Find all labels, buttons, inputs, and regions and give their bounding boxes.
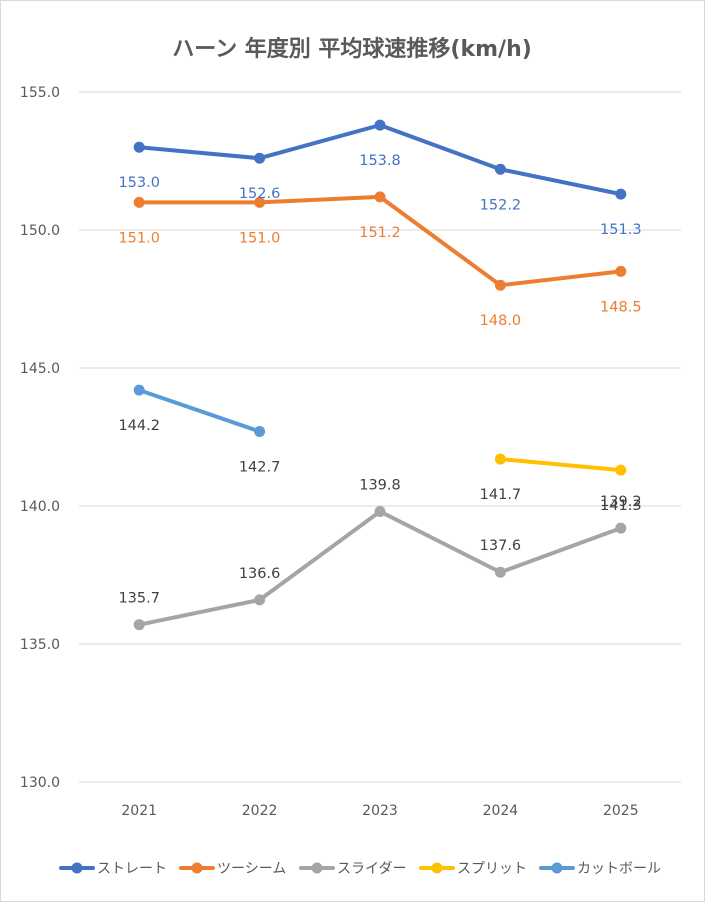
data-point: [133, 619, 145, 631]
x-tick-label: 2024: [483, 803, 519, 819]
data-label: 151.0: [239, 230, 281, 246]
data-label: 137.6: [480, 538, 522, 554]
data-label: 136.6: [239, 566, 281, 582]
series-line: [498, 457, 623, 473]
legend-marker: [311, 862, 323, 874]
data-label: 151.2: [359, 225, 401, 241]
x-tick-label: 2021: [121, 803, 157, 819]
data-point: [254, 196, 266, 208]
data-label: 153.8: [359, 153, 401, 169]
data-point: [615, 522, 627, 534]
data-point: [494, 453, 506, 465]
legend-item: カットボール: [539, 861, 661, 877]
data-labels: 153.0 152.6 153.8 152.2 151.3 151.0 151.0 151.2…: [118, 153, 641, 607]
chart-title: ハーン 年度別 平均球速推移(km/h): [172, 36, 532, 62]
x-tick-label: 2025: [603, 803, 639, 819]
legend-item: ストレート: [59, 861, 167, 877]
data-label: 144.2: [118, 418, 160, 434]
data-point: [615, 188, 627, 200]
data-label: 152.6: [239, 186, 281, 202]
data-point: [133, 384, 145, 396]
data-point: [494, 279, 506, 291]
data-point: [254, 425, 266, 437]
legend-label: スライダー: [337, 861, 406, 877]
data-label: 153.0: [118, 175, 160, 191]
legend-label: スプリット: [457, 861, 527, 877]
data-label: 135.7: [118, 591, 160, 607]
x-axis: 2021 2022 2023 2024 2025: [121, 803, 638, 819]
x-tick-label: 2023: [362, 803, 398, 819]
data-label: 139.2: [600, 494, 642, 510]
y-tick-label: 145.0: [20, 361, 60, 377]
legend-marker: [71, 862, 83, 874]
data-label: 151.0: [118, 230, 160, 246]
data-point: [133, 196, 145, 208]
data-label: 141.7: [480, 487, 522, 503]
data-label: 152.2: [480, 197, 522, 213]
series-line: [137, 194, 623, 288]
legend-item: スライダー: [299, 861, 406, 877]
legend-item: ツーシーム: [179, 861, 286, 877]
data-label: 151.3: [600, 222, 642, 238]
data-point: [615, 265, 627, 277]
data-point: [615, 464, 627, 476]
legend-label: カットボール: [577, 861, 661, 877]
series-line: [137, 388, 262, 434]
x-tick-label: 2022: [242, 803, 278, 819]
legend-marker: [431, 862, 443, 874]
series-line: [137, 509, 623, 627]
legend-marker: [551, 862, 563, 874]
data-label: 141.3: [600, 498, 642, 514]
data-point: [494, 566, 506, 578]
data-point: [254, 594, 266, 606]
y-tick-label: 155.0: [20, 85, 60, 101]
y-tick-label: 130.0: [20, 775, 60, 791]
legend-marker: [191, 862, 203, 874]
legend-label: ツーシーム: [217, 861, 286, 877]
data-point: [254, 152, 266, 164]
legend: ストレート ツーシーム スライダー スプリット カットボール: [59, 861, 661, 877]
gridlines: [79, 91, 681, 783]
y-axis: 130.0 135.0 140.0 145.0 150.0 155.0: [20, 85, 60, 791]
series-group: [133, 119, 627, 631]
data-point: [133, 141, 145, 153]
legend-label: ストレート: [97, 861, 167, 877]
data-label: 148.5: [600, 299, 642, 315]
y-tick-label: 135.0: [20, 637, 60, 653]
data-label: 142.7: [239, 459, 281, 475]
data-point: [374, 119, 386, 131]
data-point: [374, 191, 386, 203]
y-tick-label: 140.0: [20, 499, 60, 515]
data-label: 148.0: [480, 313, 522, 329]
data-point: [494, 163, 506, 175]
legend-item: スプリット: [419, 861, 527, 877]
y-tick-label: 150.0: [20, 223, 60, 239]
data-label: 139.8: [359, 478, 401, 494]
data-point: [374, 506, 386, 518]
